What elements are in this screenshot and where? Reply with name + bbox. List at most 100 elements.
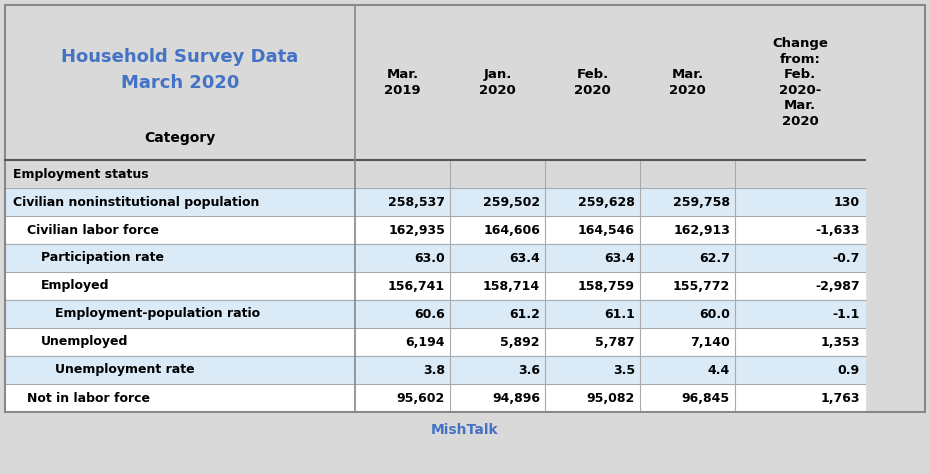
Bar (735, 300, 865, 328)
Text: 95,602: 95,602 (397, 392, 445, 404)
Bar (545, 160, 640, 188)
Text: -1.1: -1.1 (832, 308, 860, 320)
Text: 4.4: 4.4 (708, 364, 730, 376)
Bar (735, 328, 865, 356)
Text: 60.0: 60.0 (699, 308, 730, 320)
Text: 95,082: 95,082 (587, 392, 635, 404)
Bar (640, 356, 735, 384)
Text: Civilian noninstitutional population: Civilian noninstitutional population (13, 195, 259, 209)
Bar (450, 384, 545, 412)
Text: 6,194: 6,194 (405, 336, 445, 348)
Text: 63.4: 63.4 (604, 252, 635, 264)
Text: 259,502: 259,502 (483, 195, 540, 209)
Text: 164,546: 164,546 (578, 224, 635, 237)
Bar (640, 160, 735, 188)
Bar (5, 384, 355, 412)
Bar (640, 300, 735, 328)
Bar (5, 216, 355, 244)
Bar (735, 160, 865, 188)
Text: 156,741: 156,741 (388, 280, 445, 292)
Bar (450, 356, 545, 384)
Text: 1,353: 1,353 (820, 336, 860, 348)
Text: Category: Category (144, 131, 216, 145)
Bar (545, 188, 640, 216)
Bar (5, 5, 925, 412)
Text: Feb.
2020: Feb. 2020 (574, 68, 611, 97)
Text: 259,628: 259,628 (578, 195, 635, 209)
Bar (5, 188, 355, 216)
Text: 162,935: 162,935 (388, 224, 445, 237)
Bar (355, 328, 450, 356)
Bar (5, 160, 355, 188)
Text: Civilian labor force: Civilian labor force (27, 224, 159, 237)
Bar (735, 272, 865, 300)
Text: 0.9: 0.9 (838, 364, 860, 376)
Text: 5,787: 5,787 (595, 336, 635, 348)
Text: Mar.
2019: Mar. 2019 (384, 68, 420, 97)
Bar (735, 356, 865, 384)
Bar (450, 160, 545, 188)
Bar (640, 188, 735, 216)
Text: Employed: Employed (41, 280, 110, 292)
Text: 3.6: 3.6 (518, 364, 540, 376)
Bar (5, 272, 355, 300)
Bar (450, 216, 545, 244)
Bar (355, 300, 450, 328)
Text: Mar.
2020: Mar. 2020 (669, 68, 706, 97)
Text: 164,606: 164,606 (483, 224, 540, 237)
Text: 60.6: 60.6 (414, 308, 445, 320)
Text: 94,896: 94,896 (492, 392, 540, 404)
Text: 258,537: 258,537 (388, 195, 445, 209)
Text: -0.7: -0.7 (832, 252, 860, 264)
Text: 62.7: 62.7 (699, 252, 730, 264)
Text: 259,758: 259,758 (673, 195, 730, 209)
Text: Change
from:
Feb.
2020-
Mar.
2020: Change from: Feb. 2020- Mar. 2020 (772, 37, 828, 128)
Bar (355, 160, 450, 188)
Text: 130: 130 (834, 195, 860, 209)
Text: Household Survey Data
March 2020: Household Survey Data March 2020 (61, 48, 299, 92)
Bar (735, 216, 865, 244)
Bar (5, 300, 355, 328)
Bar (355, 188, 450, 216)
Text: 158,714: 158,714 (483, 280, 540, 292)
Text: Unemployed: Unemployed (41, 336, 128, 348)
Bar (545, 272, 640, 300)
Bar (5, 5, 925, 160)
Bar (735, 244, 865, 272)
Bar (640, 244, 735, 272)
Text: -2,987: -2,987 (816, 280, 860, 292)
Bar (355, 384, 450, 412)
Bar (640, 384, 735, 412)
Bar (735, 384, 865, 412)
Text: 61.2: 61.2 (509, 308, 540, 320)
Text: 3.8: 3.8 (423, 364, 445, 376)
Bar (545, 244, 640, 272)
Bar (545, 216, 640, 244)
Bar (640, 216, 735, 244)
Bar (5, 328, 355, 356)
Text: Unemployment rate: Unemployment rate (55, 364, 194, 376)
Bar (355, 216, 450, 244)
Text: Jan.
2020: Jan. 2020 (479, 68, 516, 97)
Bar (450, 272, 545, 300)
Bar (5, 356, 355, 384)
Bar (355, 356, 450, 384)
Bar (450, 188, 545, 216)
Text: 96,845: 96,845 (682, 392, 730, 404)
Bar (545, 384, 640, 412)
Bar (545, 300, 640, 328)
Text: 5,892: 5,892 (500, 336, 540, 348)
Bar (640, 328, 735, 356)
Text: Employment status: Employment status (13, 167, 149, 181)
Bar (355, 244, 450, 272)
Bar (735, 188, 865, 216)
Bar (450, 300, 545, 328)
Text: -1,633: -1,633 (816, 224, 860, 237)
Text: 7,140: 7,140 (690, 336, 730, 348)
Text: 63.4: 63.4 (510, 252, 540, 264)
Bar (640, 272, 735, 300)
Text: Participation rate: Participation rate (41, 252, 164, 264)
Text: 158,759: 158,759 (578, 280, 635, 292)
Bar (355, 272, 450, 300)
Text: 1,763: 1,763 (820, 392, 860, 404)
